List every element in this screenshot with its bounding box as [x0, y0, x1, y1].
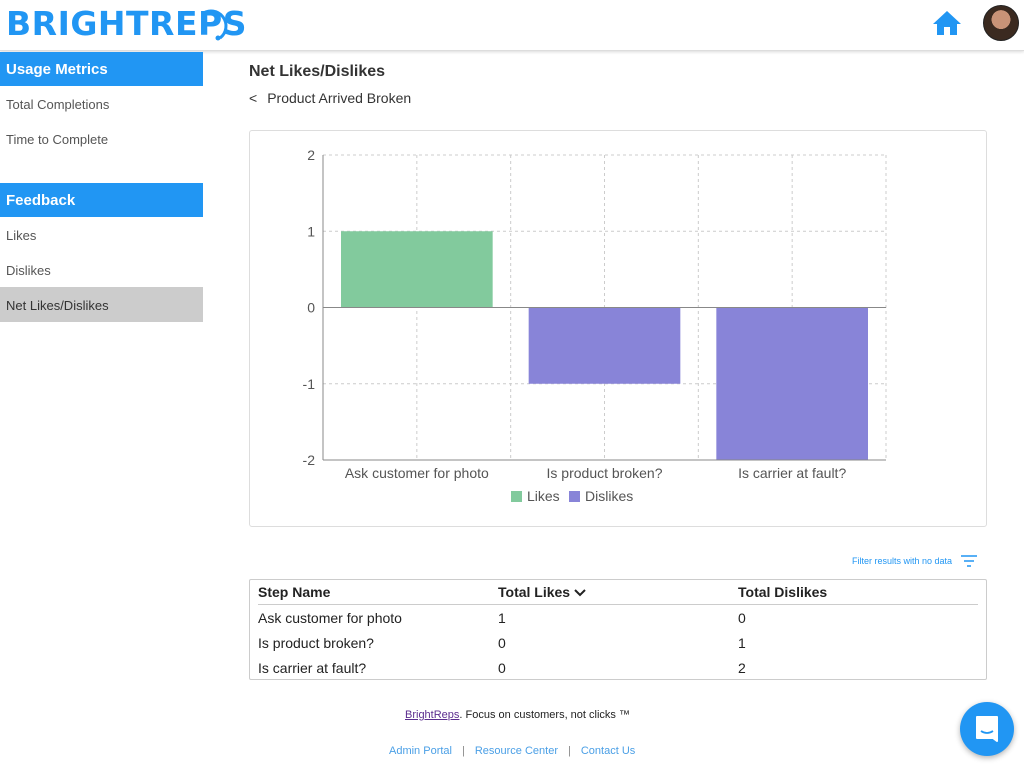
- footer-tagline: BrightReps. Focus on customers, not clic…: [405, 709, 630, 721]
- divider: |: [568, 745, 571, 757]
- cell-dislikes: 2: [738, 659, 746, 676]
- sidebar-section-feedback: Feedback: [0, 183, 203, 217]
- legend-label: Likes: [527, 488, 560, 504]
- cell-step: Is product broken?: [258, 634, 374, 651]
- logo[interactable]: BRIGHTREPS: [6, 4, 247, 43]
- filter-label: Filter results with no data: [852, 556, 953, 566]
- tagline-text: . Focus on customers, not clicks ™: [459, 709, 630, 721]
- headset-icon: [201, 9, 228, 41]
- sidebar-item-dislikes[interactable]: Dislikes: [6, 263, 51, 278]
- x-tick-label: Is product broken?: [547, 465, 663, 481]
- y-tick-label: -2: [303, 452, 316, 468]
- sidebar: Usage Metrics Total Completions Time to …: [0, 52, 203, 322]
- x-tick-label: Ask customer for photo: [345, 465, 489, 481]
- table-row: Ask customer for photo 1 0: [258, 605, 978, 630]
- chart-card: 2 1 0 -1 -2 Ask customer for photo Is product …: [249, 130, 987, 527]
- y-tick-label: -1: [303, 376, 316, 392]
- cell-step: Ask customer for photo: [258, 609, 402, 626]
- cell-step: Is carrier at fault?: [258, 659, 367, 676]
- table-header: Step Name Total Likes Total Dislikes: [258, 580, 978, 605]
- home-icon[interactable]: [932, 10, 962, 36]
- results-table: Step Name Total Likes Total Dislikes Ask…: [249, 579, 987, 680]
- cell-dislikes: 0: [738, 609, 746, 626]
- x-tick-label: Is carrier at fault?: [738, 465, 846, 481]
- cell-likes: 1: [498, 609, 506, 626]
- header-total-likes[interactable]: Total Likes: [498, 584, 738, 600]
- bar-chart: 2 1 0 -1 -2 Ask customer for photo Is product …: [303, 147, 887, 504]
- legend-swatch: [511, 491, 522, 502]
- header-total-dislikes[interactable]: Total Dislikes: [738, 584, 828, 600]
- bar-dislikes: [716, 307, 868, 460]
- sidebar-item-time-to-complete[interactable]: Time to Complete: [6, 132, 109, 147]
- header-total-likes-label: Total Likes: [498, 584, 571, 600]
- sidebar-section-usage-metrics: Usage Metrics: [0, 52, 203, 86]
- filter-button[interactable]: Filter results with no data: [852, 555, 978, 567]
- avatar[interactable]: [983, 5, 1019, 41]
- table-row: Is carrier at fault? 0 2: [258, 655, 978, 680]
- sidebar-item-net-likes-dislikes[interactable]: Net Likes/Dislikes: [0, 287, 203, 322]
- table-row: Is product broken? 0 1: [258, 630, 978, 655]
- filter-icon: [961, 555, 978, 567]
- divider: |: [461, 745, 465, 757]
- legend-label: Dislikes: [585, 488, 633, 504]
- header-step-name[interactable]: Step Name: [258, 584, 331, 600]
- y-tick-label: 2: [307, 147, 315, 163]
- header: BRIGHTREPS: [0, 0, 1024, 51]
- sort-desc-icon: [574, 589, 586, 597]
- chat-button[interactable]: [960, 702, 1014, 756]
- page-title: Net Likes/Dislikes: [249, 63, 386, 80]
- cell-dislikes: 1: [738, 634, 746, 651]
- resource-center-link[interactable]: Resource Center: [474, 745, 558, 757]
- cell-likes: 0: [498, 634, 506, 651]
- contact-us-link[interactable]: Contact Us: [580, 745, 636, 757]
- chat-icon: [976, 716, 998, 742]
- y-tick-label: 0: [307, 300, 315, 316]
- footer-links: Admin Portal | Resource Center | Contact U…: [389, 745, 635, 757]
- sidebar-item-likes[interactable]: Likes: [6, 228, 37, 243]
- admin-portal-link[interactable]: Admin Portal: [389, 745, 452, 757]
- bar-likes: [341, 231, 493, 308]
- bar-dislikes: [528, 307, 681, 384]
- sidebar-item-total-completions[interactable]: Total Completions: [6, 97, 110, 112]
- back-chevron-icon: <: [249, 90, 258, 106]
- cell-likes: 0: [498, 659, 506, 676]
- back-link[interactable]: < Product Arrived Broken: [249, 90, 421, 106]
- back-label: Product Arrived Broken: [267, 90, 412, 106]
- brightreps-link[interactable]: BrightReps: [405, 709, 460, 721]
- y-tick-label: 1: [307, 223, 315, 239]
- legend-swatch: [569, 491, 580, 502]
